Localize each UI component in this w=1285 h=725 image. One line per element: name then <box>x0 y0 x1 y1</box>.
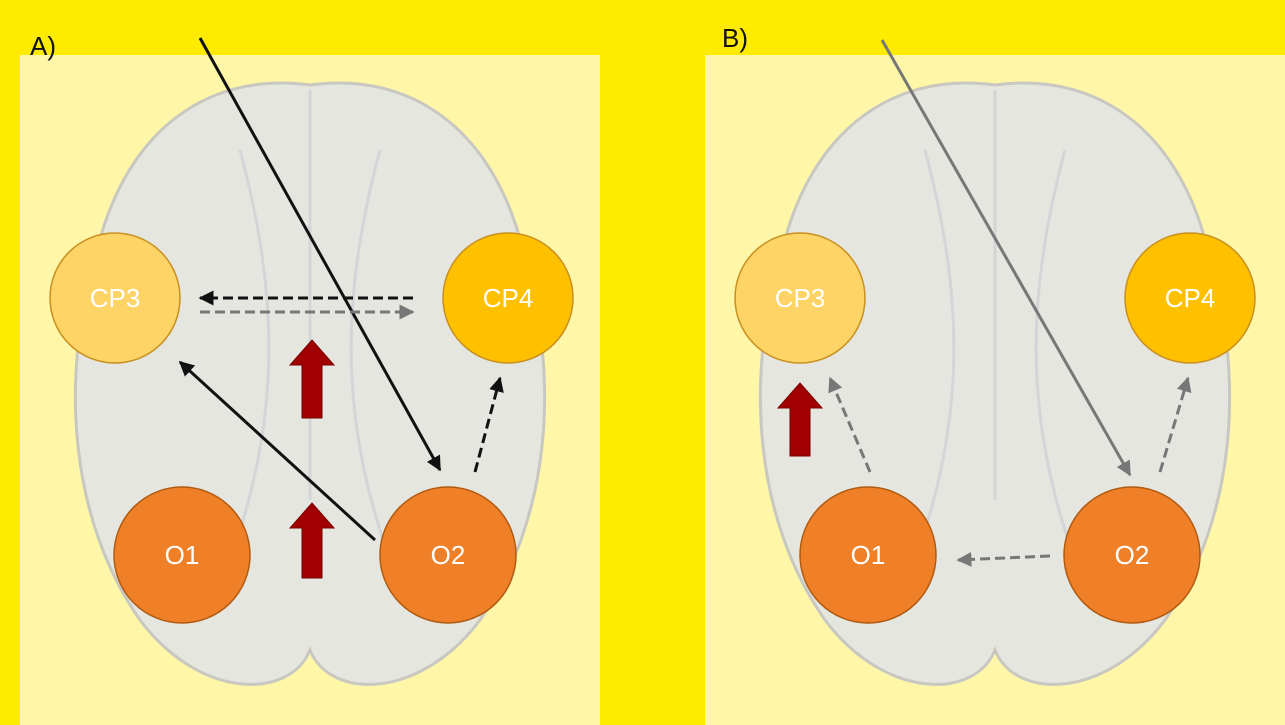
connections-b <box>776 39 1192 567</box>
panel-label: A) <box>30 31 56 61</box>
node <box>1124 232 1256 364</box>
connections-a <box>178 37 504 579</box>
node-label: CP4 <box>1165 283 1216 313</box>
node <box>113 486 251 624</box>
node-label: CP3 <box>90 283 141 313</box>
node <box>379 486 517 624</box>
node <box>799 486 937 624</box>
node <box>734 232 866 364</box>
node <box>49 232 181 364</box>
node-label: O1 <box>165 540 200 570</box>
node-label: O2 <box>1115 540 1150 570</box>
node-label: CP4 <box>483 283 534 313</box>
node-label: O2 <box>431 540 466 570</box>
node <box>1063 486 1201 624</box>
node-label: O1 <box>851 540 886 570</box>
node <box>442 232 574 364</box>
node-label: CP3 <box>775 283 826 313</box>
panel-label: B) <box>722 23 748 53</box>
